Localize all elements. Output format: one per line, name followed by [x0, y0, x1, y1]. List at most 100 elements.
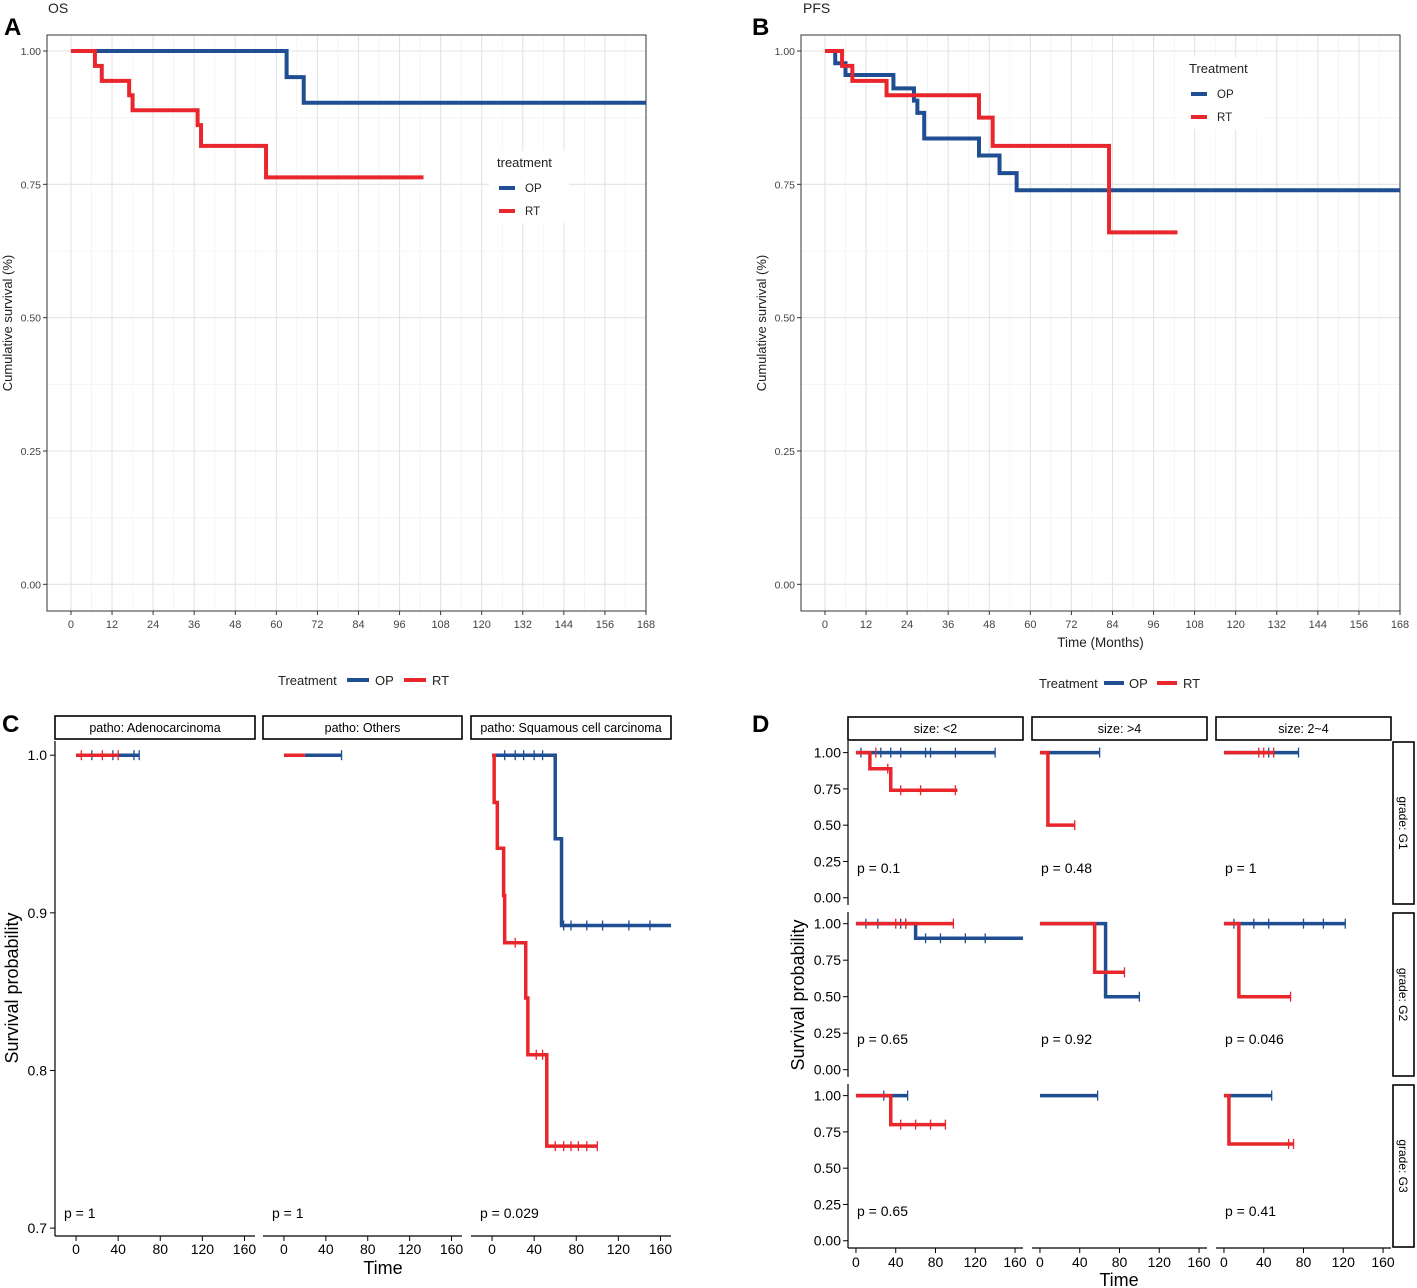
x-tick-label: 0 — [822, 619, 828, 631]
x-tick-label: 72 — [1065, 619, 1077, 631]
legend-label: OP — [1217, 89, 1234, 101]
p-value: p = 1 — [272, 1205, 304, 1221]
y-tick-label: 0.50 — [21, 313, 42, 325]
facet-strip — [847, 716, 1024, 741]
x-tick-label: 80 — [360, 1241, 376, 1257]
x-tick-label: 40 — [1072, 1254, 1088, 1270]
facet-strip-label: grade: G1 — [1396, 796, 1410, 850]
facet: p = 0.1 — [855, 747, 996, 876]
p-value: p = 1 — [1225, 860, 1257, 876]
x-tick-label: 40 — [526, 1241, 542, 1257]
series-rt-line — [70, 49, 424, 180]
facet: p = 0.92 — [1039, 921, 1141, 1047]
facet: p = 0.046 — [1223, 918, 1346, 1047]
y-axis-label: Cumulative survival (%) — [754, 255, 769, 392]
x-tick-label: 0 — [68, 619, 74, 631]
y-tick-label: 0.50 — [814, 1160, 841, 1176]
y-tick-label: 0.00 — [814, 1233, 841, 1249]
y-tick-label: 0.25 — [775, 446, 796, 458]
y-tick-label: 0.75 — [814, 1124, 841, 1140]
p-value: p = 0.41 — [1225, 1203, 1276, 1219]
y-axis-label: Survival probability — [788, 919, 808, 1070]
facet-strip-label: grade: G2 — [1396, 968, 1410, 1022]
x-tick-label: 24 — [147, 619, 159, 631]
x-tick-label: 0 — [280, 1241, 288, 1257]
x-tick-label: 96 — [1147, 619, 1159, 631]
y-tick-label: 0.25 — [814, 853, 841, 869]
p-value: p = 0.029 — [480, 1205, 539, 1221]
x-axis-label: Time — [363, 1258, 402, 1278]
x-tick-label: 120 — [473, 619, 491, 631]
panel-B: 0 12 24 36 48 60 72 84 96 108 120 132 144 156 168 0.00 0… — [752, 0, 1409, 650]
series-rt-line — [1223, 921, 1291, 999]
x-tick-label: 36 — [942, 619, 954, 631]
x-tick-label: 120 — [1332, 1254, 1356, 1270]
facet-strip-label: grade: G3 — [1396, 1139, 1410, 1193]
p-value: p = 0.1 — [857, 860, 900, 876]
p-value: p = 1 — [64, 1205, 96, 1221]
y-tick-label: 0.50 — [775, 313, 796, 325]
facet-strip — [1215, 716, 1392, 741]
panel-A: 0 12 24 36 48 60 72 84 96 108 120 132 144 156 168 0.00 0… — [0, 0, 655, 631]
facet-strip — [1392, 912, 1415, 1077]
x-tick-label: 60 — [270, 619, 282, 631]
facet: patho: Adenocarcinoma 0 40 80 120 160 p = 1 — [54, 715, 257, 1257]
x-tick-label: 120 — [964, 1254, 988, 1270]
x-tick-label: 80 — [1296, 1254, 1312, 1270]
legend-label: RT — [432, 673, 449, 688]
facet: p = 0.41 — [1223, 1090, 1295, 1219]
facet-strip — [262, 715, 463, 740]
x-tick-label: 108 — [431, 619, 449, 631]
y-tick-label: 0.8 — [28, 1062, 48, 1078]
series-rt-line — [1039, 750, 1075, 827]
series-rt-line — [855, 750, 958, 792]
y-tick-label: 0.25 — [814, 1196, 841, 1212]
series-op-line — [855, 921, 1023, 941]
panel-D: D Survival probability Time Treatment OP RT si… — [752, 676, 1415, 1288]
x-tick-label: 160 — [649, 1241, 673, 1257]
x-tick-label: 40 — [1256, 1254, 1272, 1270]
y-tick-label: 0.00 — [814, 1062, 841, 1078]
legend-title: treatment — [497, 155, 552, 170]
y-tick-label: 0.50 — [814, 817, 841, 833]
x-tick-label: 160 — [1371, 1254, 1395, 1270]
facet-strip — [54, 715, 256, 740]
facet-strip-label: patho: Adenocarcinoma — [89, 721, 220, 735]
x-tick-label: 72 — [311, 619, 323, 631]
x-tick-label: 108 — [1185, 619, 1203, 631]
x-tick-label: 156 — [596, 619, 614, 631]
x-tick-label: 120 — [1148, 1254, 1172, 1270]
x-tick-label: 40 — [318, 1241, 334, 1257]
y-tick-label: 1.00 — [814, 745, 841, 761]
series-rt-line — [1039, 921, 1125, 975]
plot-border — [800, 34, 1401, 612]
y-axis-label: Cumulative survival (%) — [0, 255, 15, 392]
x-tick-label: 160 — [233, 1241, 257, 1257]
y-tick-label: 0.00 — [775, 579, 796, 591]
x-tick-label: 120 — [398, 1241, 422, 1257]
facet-strip-label: patho: Squamous cell carcinoma — [480, 721, 661, 735]
x-tick-label: 40 — [888, 1254, 904, 1270]
y-tick-label: 1.00 — [814, 1088, 841, 1104]
y-axis-label: Survival probability — [2, 912, 22, 1063]
facet: p = 0.65 — [855, 1090, 947, 1219]
panel-letter: D — [752, 711, 769, 738]
facet-strip-label: size: <2 — [914, 722, 957, 736]
legend-title: Treatment — [1189, 61, 1248, 76]
x-tick-label: 80 — [1112, 1254, 1128, 1270]
x-tick-label: 120 — [191, 1241, 215, 1257]
y-tick-label: 0.75 — [814, 781, 841, 797]
series-rt-line — [855, 1093, 946, 1127]
facet-strip — [1392, 1084, 1415, 1248]
y-tick-label: 0.00 — [21, 579, 42, 591]
y-tick-label: 0.25 — [21, 446, 42, 458]
y-tick-label: 0.25 — [814, 1025, 841, 1041]
x-tick-label: 60 — [1024, 619, 1036, 631]
legend-label: RT — [1183, 676, 1200, 691]
x-tick-label: 36 — [188, 619, 200, 631]
plot-border — [46, 34, 647, 612]
x-tick-label: 120 — [607, 1241, 631, 1257]
x-tick-label: 144 — [555, 619, 573, 631]
y-tick-label: 1.0 — [28, 747, 48, 763]
